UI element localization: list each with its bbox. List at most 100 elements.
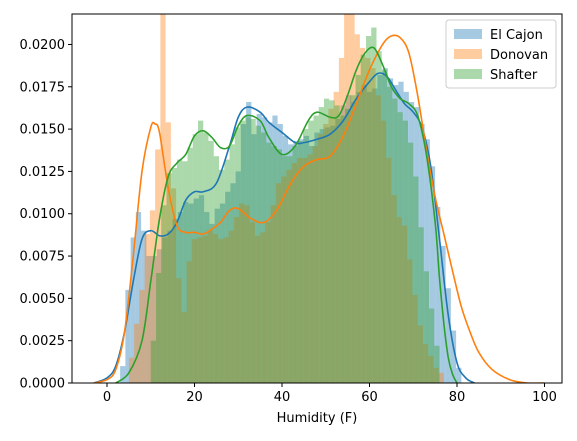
x-tick-label: 40 <box>274 390 291 405</box>
legend: El Cajon Donovan Shafter <box>445 19 557 89</box>
histogram-bar <box>456 367 462 383</box>
histogram-bar <box>198 120 204 383</box>
histogram-bar <box>240 120 246 383</box>
legend-label: Shafter <box>490 68 538 83</box>
histogram-bar <box>265 222 271 383</box>
histogram-bar <box>149 210 156 383</box>
histogram-bar <box>360 54 366 383</box>
histogram-bar <box>317 134 324 383</box>
histogram-bar <box>204 212 210 383</box>
histogram-bar <box>318 107 324 383</box>
histogram-bar <box>350 95 356 383</box>
histogram-bar <box>151 256 157 383</box>
histogram-bar <box>161 205 167 383</box>
histogram-bar <box>339 115 345 383</box>
histogram-bar <box>135 212 142 383</box>
histogram-bar <box>433 367 439 383</box>
histogram-bar <box>354 34 360 383</box>
histogram-bar <box>224 159 230 383</box>
histogram-bar <box>235 171 241 383</box>
histogram-bar <box>313 115 319 383</box>
histogram-bar <box>366 36 372 383</box>
histogram-bar <box>419 124 425 383</box>
y-tick-label: 0.0150 <box>20 123 66 138</box>
histogram-bar <box>391 195 397 383</box>
histogram-bar <box>187 147 193 383</box>
histogram-bar <box>413 176 419 383</box>
histogram-bar <box>282 135 289 383</box>
histogram-bar <box>297 140 303 383</box>
kde-curves <box>93 34 545 383</box>
histogram-bar <box>256 113 262 383</box>
histogram-bar <box>302 157 308 383</box>
histogram-bar <box>183 201 189 383</box>
histogram-bar <box>244 205 250 383</box>
histogram-bar <box>202 235 208 383</box>
histogram-bar <box>370 68 376 383</box>
histogram-bar <box>186 261 192 383</box>
bars-shafter <box>150 27 440 383</box>
histogram-bar <box>134 323 140 383</box>
histogram-bar <box>260 232 266 383</box>
histogram-bar <box>281 176 287 383</box>
x-tick-label: 100 <box>532 390 557 405</box>
histogram-bar <box>261 132 267 383</box>
histogram-bar <box>230 183 236 383</box>
histogram-bar <box>286 169 292 383</box>
histogram-bar <box>414 107 420 383</box>
histogram-bar <box>192 134 198 383</box>
histogram-bar <box>412 294 418 383</box>
histogram-bar <box>219 169 225 383</box>
histogram-bar <box>324 98 330 383</box>
histogram-bar <box>176 278 182 383</box>
histogram-bar <box>250 118 256 383</box>
histogram-bar <box>240 124 247 383</box>
histogram-bar <box>392 98 398 383</box>
legend-box <box>445 19 557 89</box>
histogram-bar <box>387 86 393 383</box>
histogram-bar <box>309 146 315 383</box>
histogram-bar <box>166 173 172 383</box>
histogram-bar <box>377 74 383 383</box>
histogram-bar <box>355 74 361 383</box>
histogram-bar <box>371 27 377 383</box>
histogram-bar <box>435 206 441 383</box>
histogram-bar <box>203 132 209 383</box>
histogram-bar <box>293 140 299 383</box>
histogram-bar <box>128 357 135 383</box>
histogram-bar <box>182 161 188 383</box>
histogram-bar <box>125 289 131 383</box>
axes <box>71 13 563 384</box>
histogram-bar <box>365 58 371 383</box>
plot-frame <box>71 13 563 384</box>
histogram-bar <box>267 122 273 383</box>
histogram-bar <box>150 340 156 383</box>
histogram-bar <box>307 154 313 383</box>
histogram-bar <box>218 239 224 383</box>
histogram-bar <box>408 102 415 383</box>
legend-swatch <box>454 69 482 79</box>
histogram-bar <box>330 125 336 383</box>
legend-items: El Cajon Donovan Shafter <box>454 28 548 83</box>
histogram-bar <box>156 249 163 383</box>
legend-swatch <box>454 29 482 39</box>
kde-line-donovan <box>93 34 545 383</box>
histogram-bar <box>359 47 366 383</box>
y-tick-label: 0.0100 <box>20 207 66 222</box>
histogram-bar <box>292 146 298 383</box>
histogram-bar <box>207 230 213 383</box>
histogram-bar <box>162 237 168 383</box>
histogram-bar <box>171 168 177 383</box>
histogram-bar <box>418 227 424 383</box>
y-tick-label: 0.0200 <box>20 38 66 53</box>
histogram-bar <box>193 198 199 383</box>
histogram-bar <box>434 345 440 383</box>
histogram-bar <box>422 344 429 383</box>
histogram-bar <box>287 156 293 383</box>
histogram-bar <box>239 203 245 383</box>
histogram-bar <box>402 120 408 383</box>
histogram-bar <box>401 225 408 383</box>
histogram-bar <box>198 195 205 383</box>
histogram-bar <box>282 156 288 383</box>
